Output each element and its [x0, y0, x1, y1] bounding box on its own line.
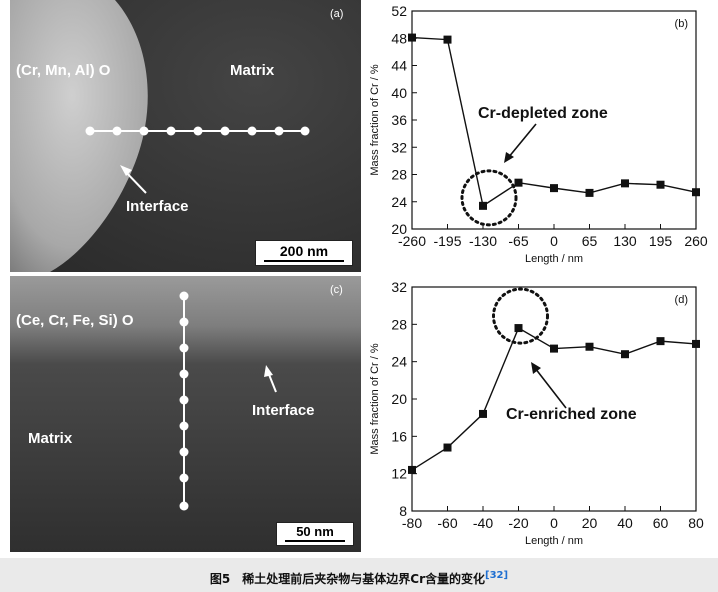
phase-label-c: (Ce, Cr, Fe, Si) O	[16, 312, 134, 329]
chart-d: -80 -60 -40 -20 0 20 40 60 80 8 12 16 20 24 28 32 Length…	[369, 279, 704, 547]
chart-d-data-point	[656, 337, 665, 346]
chart-b-annotation-arrowhead	[504, 152, 514, 163]
chart-b-xtick-label: -130	[469, 233, 497, 249]
chart-b-ytick-label: 28	[391, 167, 407, 183]
matrix-label-c: Matrix	[28, 430, 73, 447]
chart-b-data-point	[550, 184, 558, 193]
chart-d-xtick-label: 60	[653, 515, 669, 531]
chart-d-data-point	[692, 339, 700, 348]
scale-bar-a-text: 200 nm	[279, 243, 329, 259]
chart-b-xtick-label: 130	[613, 233, 637, 249]
matrix-label-a: Matrix	[230, 62, 275, 79]
chart-b-xtick-label: -260	[398, 233, 426, 249]
tem-image-c: (c) (Ce, Cr, Fe, Si) O Matrix Interface …	[10, 276, 361, 552]
interface-label-a: Interface	[126, 198, 189, 215]
chart-b-ytick-label: 20	[391, 221, 407, 237]
chart-d-data-point	[621, 350, 629, 359]
chart-d-annotation-arrowhead	[531, 362, 541, 374]
chart-b: -260 -195 -130 -65 0 65 130 195 260 20 24 28 32 36 40 4…	[369, 3, 708, 265]
scale-bar-c-text: 50 nm	[296, 524, 334, 539]
chart-b-xtick-label: -195	[433, 233, 461, 249]
caption-title: 图5 稀土处理前后夹杂物与基体边界Cr含量的变化	[209, 572, 485, 586]
chart-d-xtick-label: 0	[550, 515, 558, 531]
chart-d-ytick-label: 24	[391, 354, 407, 370]
chart-d-data-point	[585, 342, 594, 351]
chart-d-xtick-label: -40	[473, 515, 493, 531]
chart-d-ytick-label: 32	[391, 279, 407, 295]
scale-bar-a: 200 nm	[255, 240, 353, 266]
chart-b-ytick-label: 40	[391, 85, 407, 101]
chart-d-ylabel: Mass fraction of Cr / %	[369, 343, 381, 454]
panel-label-a: (a)	[330, 8, 344, 20]
chart-d-annotation-arrow-line	[534, 367, 567, 409]
tem-image-a-graphic	[10, 0, 361, 272]
chart-b-data-point	[692, 188, 700, 197]
chart-d-data-point	[479, 409, 487, 418]
chart-d-data-point	[408, 465, 416, 474]
chart-d-ytick-label: 8	[399, 503, 407, 519]
caption-citation-link[interactable]: [32]	[485, 570, 509, 581]
chart-b-xtick-label: 195	[649, 233, 673, 249]
chart-d-xtick-label: 80	[688, 515, 704, 531]
chart-d-data-point	[443, 443, 452, 452]
chart-d-xtick-label: -80	[402, 515, 422, 531]
chart-d-data-point	[514, 324, 523, 333]
tem-image-c-graphic	[10, 276, 361, 552]
scale-bar-c: 50 nm	[276, 522, 354, 546]
interface-label-c: Interface	[252, 402, 315, 419]
chart-b-annotation-text: Cr-depleted zone	[478, 105, 608, 122]
chart-d-xtick-label: 40	[617, 515, 633, 531]
chart-b-plot-frame	[411, 10, 697, 230]
chart-d-data-point	[550, 344, 558, 353]
chart-b-data-point	[621, 179, 629, 188]
chart-d-xtick-label: -20	[508, 515, 528, 531]
chart-b-data-point	[408, 33, 416, 42]
chart-b-xtick-label: 260	[684, 233, 708, 249]
chart-d-plot-frame	[411, 286, 697, 512]
chart-d-annotation-text: Cr-enriched zone	[506, 406, 637, 423]
chart-d-ytick-label: 20	[391, 391, 407, 407]
figure-caption: 图5 稀土处理前后夹杂物与基体边界Cr含量的变化[32]	[0, 558, 718, 592]
chart-b-xtick-label: 65	[582, 233, 598, 249]
chart-b-data-point	[585, 188, 594, 197]
chart-b-annotation-arrow-line	[507, 123, 537, 159]
chart-b-ytick-label: 24	[391, 194, 407, 210]
chart-d-xtick-label: 20	[582, 515, 598, 531]
panel-label-c: (c)	[330, 284, 343, 296]
chart-d-ytick-label: 16	[391, 428, 407, 444]
chart-d-highlight-circle	[492, 287, 549, 345]
chart-b-ytick-label: 48	[391, 30, 407, 46]
chart-d-ytick-label: 12	[391, 466, 407, 482]
chart-d-xtick-label: -60	[437, 515, 457, 531]
chart-b-xlabel: Length / nm	[525, 253, 583, 265]
chart-b-data-point	[443, 35, 452, 44]
chart-b-ytick-label: 32	[391, 139, 407, 155]
chart-b-xtick-label: 0	[550, 233, 558, 249]
chart-b-data-point	[479, 201, 487, 210]
scale-bar-c-line	[285, 540, 345, 542]
chart-b-data-point	[656, 180, 665, 189]
chart-b-ytick-label: 36	[391, 112, 407, 128]
chart-d-xlabel: Length / nm	[525, 535, 583, 547]
chart-b-data-point	[514, 178, 523, 187]
chart-b-ytick-label: 44	[391, 58, 407, 74]
chart-d-panel-label: (d)	[675, 294, 688, 306]
chart-d-ytick-label: 28	[391, 316, 407, 332]
figure-caption-text: 图5 稀土处理前后夹杂物与基体边界Cr含量的变化[32]	[0, 570, 718, 587]
phase-label-a: (Cr, Mn, Al) O	[16, 62, 111, 79]
chart-b-highlight-circle	[460, 169, 518, 227]
tem-image-a: (a) (Cr, Mn, Al) O Matrix Interface 200 …	[10, 0, 361, 272]
chart-b-xtick-label: -65	[508, 233, 528, 249]
chart-b-ylabel: Mass fraction of Cr / %	[369, 64, 381, 175]
chart-b-ytick-label: 52	[391, 3, 407, 19]
chart-b-panel-label: (b)	[675, 18, 688, 30]
scale-bar-a-line	[264, 260, 344, 262]
